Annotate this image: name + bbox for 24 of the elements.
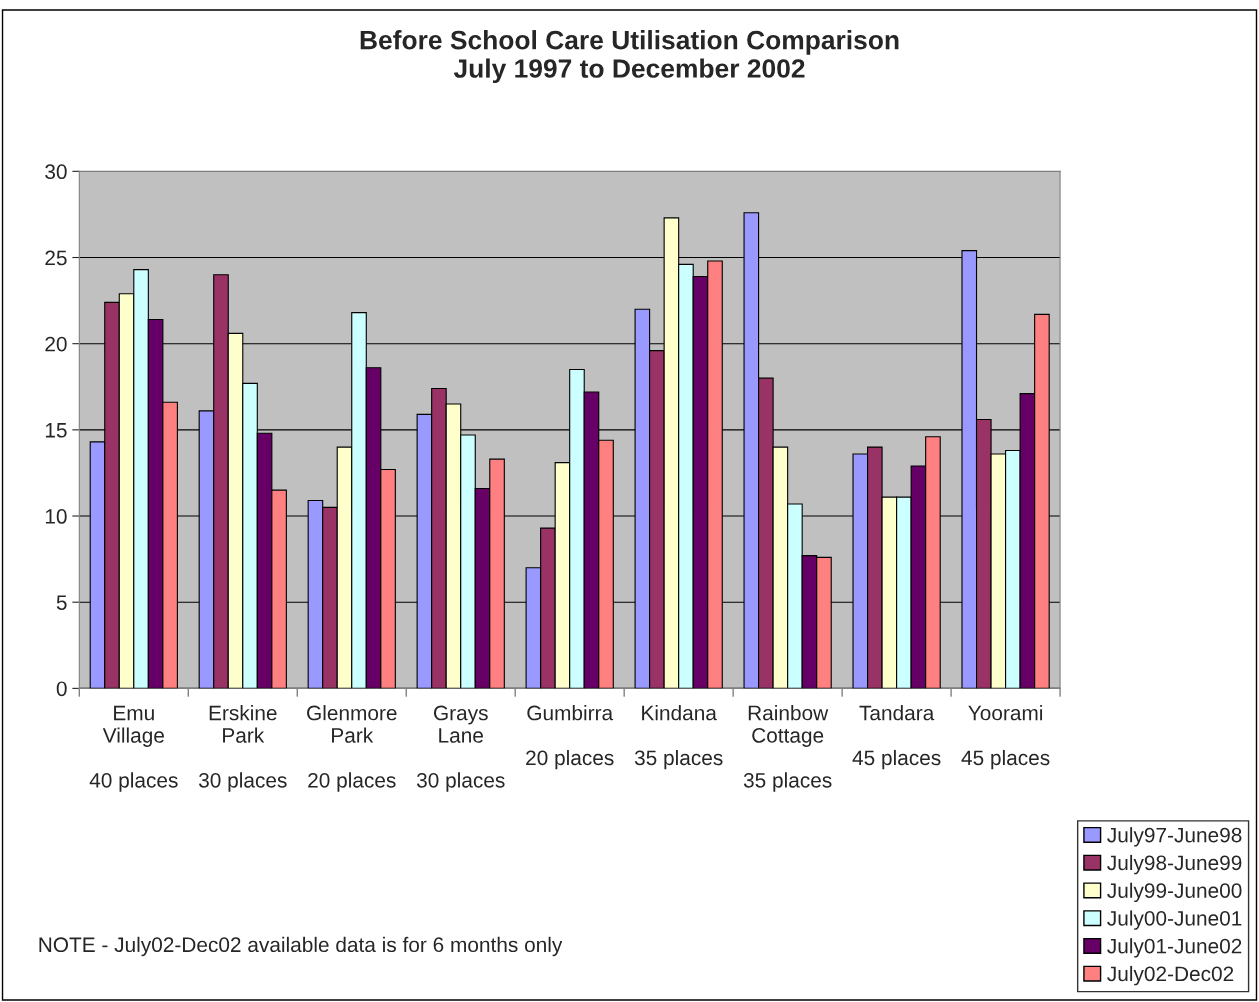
y-tick-label: 5 bbox=[56, 595, 67, 610]
legend-label: July98-June99 bbox=[1107, 854, 1242, 875]
legend-label: July97-June98 bbox=[1107, 827, 1242, 847]
legend-label: July99-June00 bbox=[1107, 882, 1242, 903]
category-label: Gumbirra 20 places bbox=[526, 705, 614, 770]
category-label: Tandara 45 places bbox=[852, 705, 941, 770]
y-tick-label: 10 bbox=[45, 509, 67, 524]
category-label: Glenmore Park 20 places bbox=[307, 705, 397, 792]
y-tick-label: 30 bbox=[45, 164, 67, 180]
text: NOTE - July02-Dec02 available data is for 6 months only bbox=[39, 936, 563, 957]
y-tick-label: 15 bbox=[45, 423, 67, 438]
y-tick-label: 25 bbox=[45, 250, 67, 266]
category-label: Erskine Park 30 places bbox=[198, 705, 287, 792]
legend-label: July00-June01 bbox=[1107, 910, 1242, 930]
legend-label: July02-Dec02 bbox=[1107, 965, 1234, 986]
legend-label: July01-June02 bbox=[1107, 938, 1242, 958]
category-label: Emu Village 40 places bbox=[89, 705, 178, 792]
category-label: Kindana 35 places bbox=[634, 705, 723, 770]
category-label: Grays Lane 30 places bbox=[416, 705, 505, 792]
y-tick-label: 20 bbox=[45, 336, 67, 352]
category-label: Yoorami 45 places bbox=[961, 705, 1050, 770]
category-label: Rainbow Cottage 35 places bbox=[743, 705, 832, 792]
chart-title: Before School Care Utilisation Comparison July 1997 to December 2002 bbox=[360, 30, 899, 84]
y-tick-label: 0 bbox=[56, 681, 67, 697]
